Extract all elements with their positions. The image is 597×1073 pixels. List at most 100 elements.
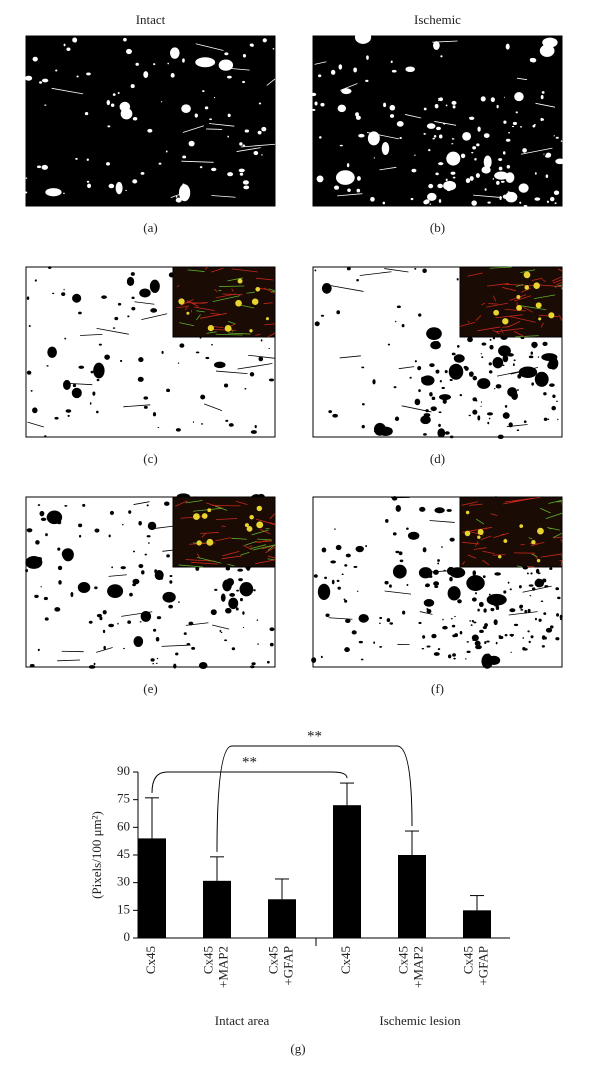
blob bbox=[93, 363, 104, 379]
blob bbox=[41, 518, 47, 521]
blob bbox=[551, 406, 556, 411]
blob bbox=[450, 435, 454, 438]
blob bbox=[561, 140, 562, 142]
blob bbox=[556, 137, 559, 139]
blob bbox=[433, 581, 439, 586]
blob bbox=[451, 618, 453, 619]
blob bbox=[182, 155, 186, 158]
blob bbox=[143, 71, 148, 78]
inset-cell bbox=[252, 298, 259, 305]
blob bbox=[465, 658, 467, 659]
blob bbox=[476, 143, 479, 146]
blob bbox=[406, 528, 409, 530]
blob bbox=[89, 621, 93, 624]
blob bbox=[522, 148, 527, 153]
blob bbox=[487, 594, 507, 606]
blob bbox=[46, 365, 48, 367]
significance-label: ** bbox=[307, 728, 322, 744]
blob bbox=[92, 392, 95, 396]
x-tick-label: +GFAP bbox=[280, 946, 295, 986]
blob bbox=[243, 145, 245, 147]
blob bbox=[432, 138, 435, 140]
blob bbox=[393, 565, 407, 579]
blob bbox=[481, 356, 483, 358]
blob bbox=[395, 551, 399, 553]
blob bbox=[441, 387, 444, 389]
blob bbox=[555, 587, 559, 590]
blob bbox=[499, 636, 504, 639]
blob bbox=[66, 48, 70, 51]
blob bbox=[529, 641, 531, 643]
blob bbox=[57, 520, 61, 524]
blob bbox=[479, 630, 484, 633]
inset-cell bbox=[245, 523, 249, 527]
blob bbox=[527, 630, 529, 632]
blob bbox=[214, 97, 215, 98]
blob bbox=[257, 619, 258, 621]
blob bbox=[153, 629, 156, 632]
blob bbox=[38, 504, 40, 506]
blob bbox=[432, 194, 434, 195]
blob bbox=[418, 389, 421, 392]
blob bbox=[346, 554, 351, 558]
blob bbox=[504, 97, 505, 98]
blob bbox=[534, 197, 540, 200]
inset-fiber bbox=[219, 286, 244, 287]
blob bbox=[542, 38, 557, 48]
blob bbox=[242, 81, 245, 83]
blob bbox=[225, 420, 228, 422]
blob bbox=[128, 510, 131, 514]
blob bbox=[426, 646, 430, 648]
blob bbox=[340, 145, 343, 147]
blob bbox=[519, 202, 521, 204]
blob bbox=[123, 648, 125, 649]
blob bbox=[357, 176, 361, 181]
blob bbox=[122, 524, 124, 525]
blob bbox=[493, 357, 504, 368]
blob bbox=[507, 165, 510, 169]
blob bbox=[442, 619, 443, 621]
blob bbox=[477, 127, 480, 132]
blob bbox=[94, 586, 97, 589]
blob bbox=[31, 390, 33, 392]
blob bbox=[166, 389, 170, 393]
blob bbox=[229, 423, 234, 427]
blob bbox=[138, 377, 144, 382]
x-tick-label: +GFAP bbox=[475, 946, 490, 986]
blob bbox=[476, 400, 478, 402]
blob bbox=[499, 196, 501, 200]
blob bbox=[441, 546, 443, 548]
blob bbox=[157, 616, 161, 619]
blob bbox=[514, 624, 518, 626]
blob bbox=[239, 169, 245, 173]
blob bbox=[424, 599, 435, 607]
blob bbox=[321, 656, 323, 658]
blob bbox=[125, 190, 127, 191]
blob bbox=[103, 630, 105, 633]
panel-label: (d) bbox=[430, 451, 445, 466]
blob bbox=[229, 593, 235, 597]
blob bbox=[417, 366, 421, 370]
blob bbox=[374, 157, 376, 158]
blob bbox=[57, 548, 60, 551]
blob bbox=[389, 622, 393, 624]
blob bbox=[555, 202, 557, 204]
blob bbox=[434, 586, 438, 588]
blob bbox=[58, 566, 62, 570]
blob bbox=[418, 313, 421, 316]
blob bbox=[423, 133, 426, 135]
blob bbox=[129, 593, 133, 597]
blob bbox=[513, 122, 517, 125]
blob bbox=[541, 353, 557, 361]
blob bbox=[176, 428, 181, 431]
blob bbox=[120, 360, 122, 362]
blob bbox=[322, 283, 332, 294]
inset-cell bbox=[502, 318, 508, 324]
blob bbox=[221, 593, 226, 601]
blob bbox=[560, 619, 563, 620]
blob bbox=[537, 579, 541, 582]
blob bbox=[546, 628, 552, 633]
blob bbox=[454, 616, 456, 617]
blob bbox=[510, 588, 512, 590]
blob bbox=[501, 181, 505, 183]
